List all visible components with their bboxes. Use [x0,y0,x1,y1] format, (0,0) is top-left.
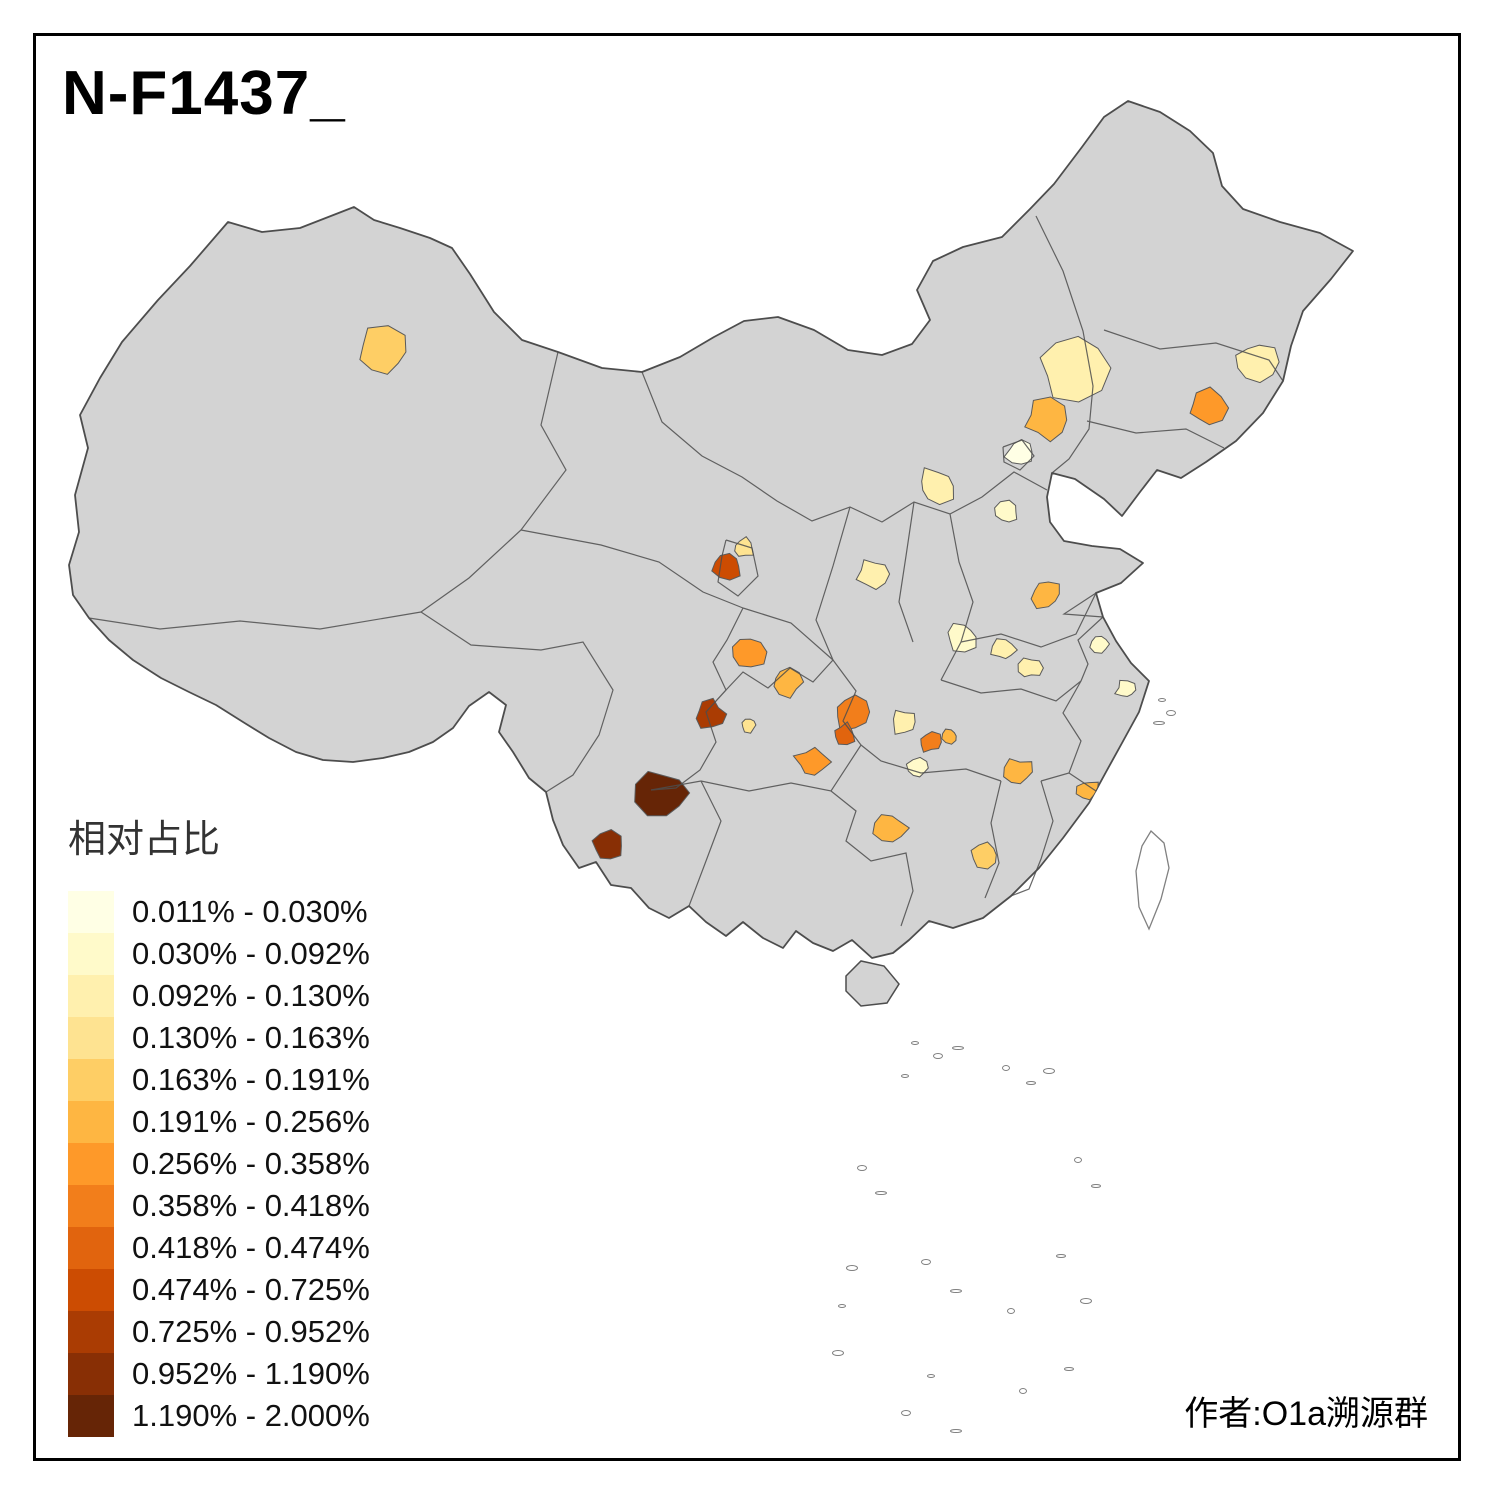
legend-label: 0.130% - 0.163% [132,1020,370,1055]
legend-label: 0.163% - 0.191% [132,1062,370,1097]
map-region-inner-mongolia-central [921,467,955,506]
legend-swatch [68,1017,114,1059]
legend-item: 0.725% - 0.952% [68,1311,370,1353]
legend-swatch [68,1269,114,1311]
legend-item: 0.191% - 0.256% [68,1101,370,1143]
legend-label: 0.952% - 1.190% [132,1356,370,1391]
map-region-hebei-south [994,499,1018,523]
map-region-sichuan-central [741,718,757,734]
map-region-hunan-central [872,814,911,843]
legend-swatch [68,891,114,933]
legend-label: 0.011% - 0.030% [132,894,368,929]
legend-swatch [68,1353,114,1395]
map-region-yunnan-northeast [634,770,691,817]
legend-label: 1.190% - 2.000% [132,1398,370,1433]
choropleth-regions [359,325,1280,870]
legend-item: 0.418% - 0.474% [68,1227,370,1269]
map-region-sichuan-west [695,697,728,729]
legend-label: 0.418% - 0.474% [132,1230,370,1265]
south-china-sea-islets [832,698,1176,1433]
legend-item: 1.190% - 2.000% [68,1395,370,1437]
legend-label: 0.092% - 0.130% [132,978,370,1013]
legend-item: 0.030% - 0.092% [68,933,370,975]
map-region-liaoning-west [1024,396,1068,443]
legend-swatch [68,975,114,1017]
map-region-hubei-west [892,709,916,735]
legend-label: 0.191% - 0.256% [132,1104,370,1139]
map-region-henan-south [990,638,1019,660]
map-region-sichuan-north [731,638,768,668]
taiwan-island [1135,829,1170,931]
map-region-beijing [1003,439,1033,465]
mainland-shape [68,100,1354,959]
map-region-jiangsu-north [1089,635,1111,654]
map-region-hubei-central [920,731,942,753]
legend-label: 0.474% - 0.725% [132,1272,370,1307]
legend-label: 0.358% - 0.418% [132,1188,370,1223]
legend-swatch [68,1185,114,1227]
legend-swatch [68,1227,114,1269]
map-region-chongqing-south [834,721,856,746]
legend-swatch [68,1311,114,1353]
legend-label: 0.030% - 0.092% [132,936,370,971]
hainan-island [845,960,900,1007]
legend-item: 0.952% - 1.190% [68,1353,370,1395]
map-region-jilin-east [1235,344,1280,384]
map-region-guangdong-north [970,841,997,870]
legend-item: 0.358% - 0.418% [68,1185,370,1227]
legend-swatch [68,1101,114,1143]
map-region-anhui-north [1017,657,1044,678]
legend-label: 0.256% - 0.358% [132,1146,370,1181]
legend-swatch [68,1395,114,1437]
legend-label: 0.725% - 0.952% [132,1314,370,1349]
map-region-heilongjiang-southeast [1189,386,1230,426]
attribution: 作者:O1a溯源群 [1184,1395,1428,1433]
legend-items: 0.011% - 0.030% 0.030% - 0.092% 0.092% - 0… [68,891,370,1437]
map-region-hubei-east [941,728,957,745]
legend-item: 0.256% - 0.358% [68,1143,370,1185]
legend-title: 相对占比 [68,819,221,861]
map-region-guizhou-north [792,746,833,776]
legend: 相对占比 0.011% - 0.030% 0.030% - 0.092% 0.092… [68,808,370,1437]
legend-swatch [68,933,114,975]
map-region-hunan-north [905,756,929,778]
map-title: N-F1437_ [62,59,346,128]
map-region-fujian-coast [1075,781,1099,801]
map-region-jiangxi-north [1003,758,1033,785]
map-region-shanghai-area [1113,679,1137,698]
legend-swatch [68,1059,114,1101]
map-region-henan-north [1030,581,1060,610]
legend-swatch [68,1143,114,1185]
province-borders [88,215,1284,927]
legend-item: 0.163% - 0.191% [68,1059,370,1101]
legend-item: 0.474% - 0.725% [68,1269,370,1311]
map-region-yunnan-west [591,829,622,860]
map-region-chongqing [836,694,871,732]
legend-item: 0.011% - 0.030% [68,891,370,933]
map-region-shaanxi-north [855,559,891,591]
legend-item: 0.092% - 0.130% [68,975,370,1017]
map-region-ningxia-north [734,536,755,557]
map-region-xinjiang-patch [359,325,407,375]
legend-item: 0.130% - 0.163% [68,1017,370,1059]
